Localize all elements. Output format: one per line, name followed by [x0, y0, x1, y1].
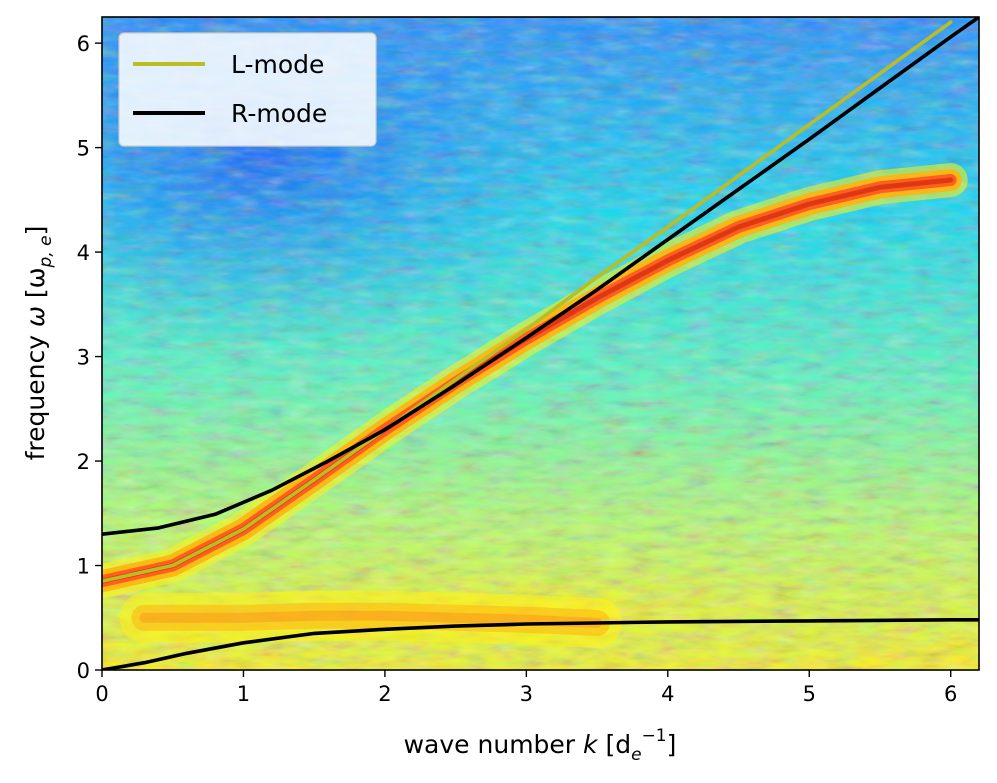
y-axis-label-unit-sub: p, e	[36, 235, 56, 268]
x-axis-label-unit-open: [d	[598, 730, 632, 759]
y-tick-label: 3	[77, 346, 90, 370]
ridge-low-band-layer-1	[131, 602, 611, 636]
x-axis-label: wave number k [de−1]	[404, 726, 677, 765]
plot-background	[102, 17, 979, 670]
legend-label-r-mode: R-mode	[231, 99, 327, 128]
y-axis-label-var: ω	[21, 306, 50, 327]
x-axis-label-unit-sup: −1	[642, 726, 667, 746]
ridge-low-band-layer-2	[139, 610, 603, 628]
y-axis-label-prefix: frequency	[21, 327, 50, 460]
l-mode-line	[102, 20, 953, 583]
y-axis: 0 1 2 3 4 5 6	[77, 32, 102, 683]
x-axis-label-unit-close: ]	[667, 730, 677, 759]
x-tick-label: 2	[378, 682, 391, 706]
r-mode-line	[102, 17, 979, 536]
r-mode-whistler-line	[102, 618, 979, 670]
x-tick-label: 6	[944, 682, 957, 706]
y-tick-label: 6	[77, 32, 90, 56]
x-tick-label: 1	[237, 682, 250, 706]
x-tick-label: 3	[520, 682, 533, 706]
y-tick-label: 2	[77, 450, 90, 474]
legend-box	[118, 32, 377, 147]
x-tick-label: 4	[661, 682, 674, 706]
x-axis: 0 1 2 3 4 5 6	[95, 670, 957, 706]
x-tick-label: 0	[95, 682, 108, 706]
y-tick-label: 5	[77, 137, 90, 161]
plot-frame	[101, 16, 980, 671]
x-axis-label-prefix: wave number	[404, 730, 583, 759]
x-axis-label-var: k	[583, 730, 599, 759]
series-layer	[102, 17, 979, 670]
y-tick-label: 0	[77, 659, 90, 683]
legend: L-mode R-mode	[118, 32, 377, 147]
y-axis-label: frequency ω [ωp, e]	[21, 226, 56, 461]
y-tick-label: 4	[77, 241, 90, 265]
x-axis-label-unit-sub: e	[631, 745, 641, 765]
x-tick-label: 5	[803, 682, 816, 706]
y-tick-label: 1	[77, 555, 90, 579]
y-axis-label-unit-close: ]	[21, 226, 50, 236]
y-axis-label-unit-open: [ω	[21, 267, 50, 306]
legend-label-l-mode: L-mode	[231, 50, 324, 79]
